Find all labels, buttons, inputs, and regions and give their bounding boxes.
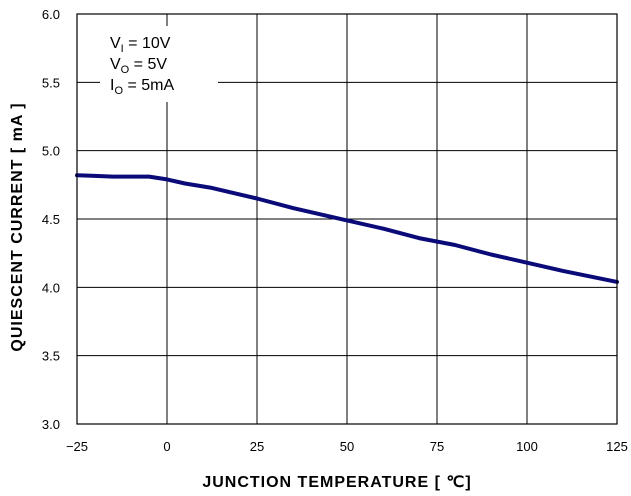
x-tick-label: 125 (606, 439, 628, 454)
grid-lines (77, 14, 617, 424)
x-tick-label: 75 (430, 439, 444, 454)
y-tick-label: 3.0 (42, 417, 60, 432)
x-tick-label: 0 (163, 439, 170, 454)
x-tick-label: 50 (340, 439, 354, 454)
y-tick-label: 4.5 (42, 212, 60, 227)
condition-line: IO = 5mA (110, 77, 174, 97)
y-tick-label: 5.5 (42, 75, 60, 90)
y-axis-label: QUIESCENT CURRENT [ mA ] (9, 102, 26, 351)
series-line (75, 173, 619, 284)
x-axis-ticks: −25 0 25 50 75 100 125 (66, 439, 628, 454)
x-tick-label: 100 (516, 439, 538, 454)
y-tick-label: 3.5 (42, 349, 60, 364)
conditions-box (100, 26, 218, 102)
y-axis-ticks: 3.0 3.5 4.0 4.5 5.0 5.5 6.0 (42, 7, 60, 432)
x-axis-label: JUNCTION TEMPERATURE [ ℃] (202, 474, 471, 491)
plot-frame (76, 13, 618, 425)
series-layer (75, 173, 619, 284)
x-tick-label: 25 (250, 439, 264, 454)
condition-line: VO = 5V (110, 56, 167, 76)
y-tick-label: 4.0 (42, 280, 60, 295)
y-tick-label: 5.0 (42, 144, 60, 159)
condition-line: VI = 10V (110, 35, 171, 55)
x-tick-label: −25 (66, 439, 88, 454)
y-tick-label: 6.0 (42, 7, 60, 22)
